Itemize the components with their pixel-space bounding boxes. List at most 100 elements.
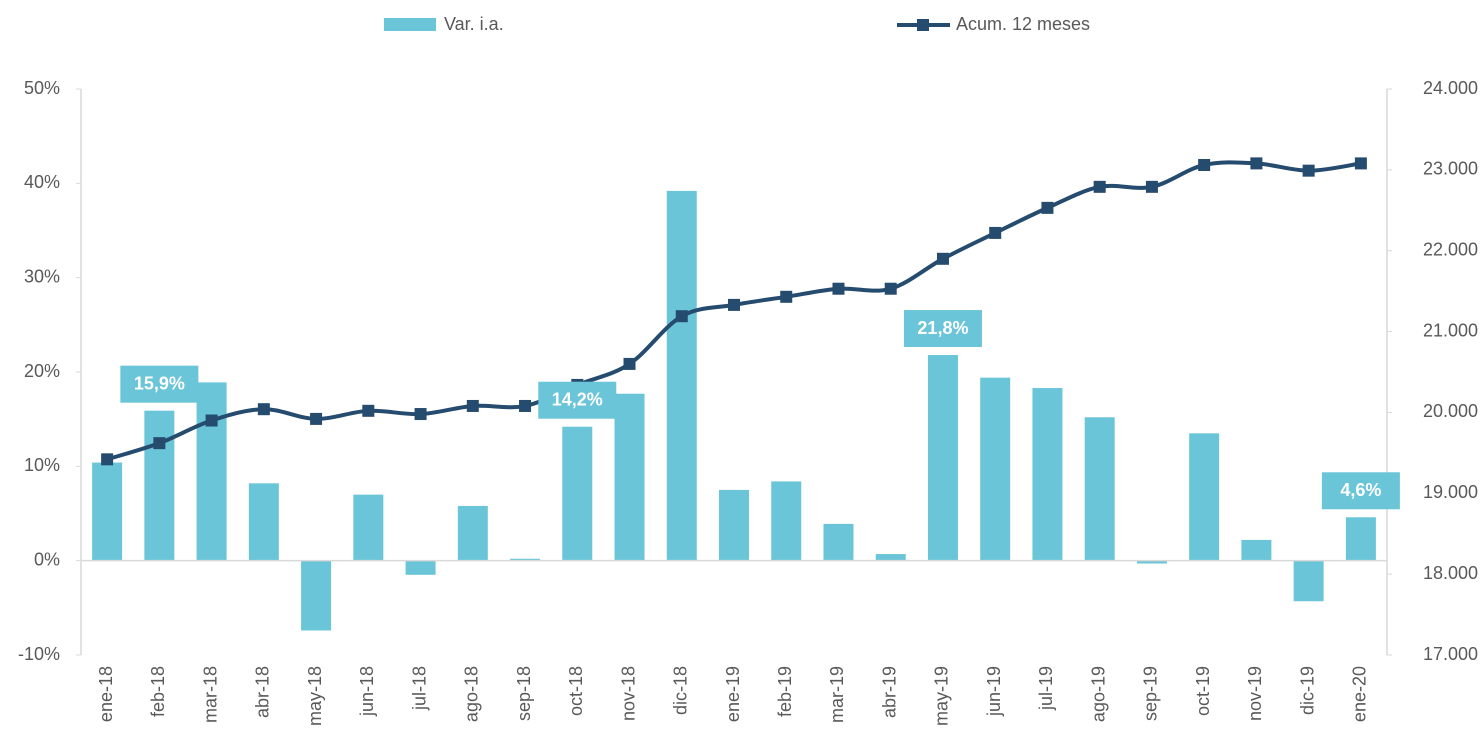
line-marker	[1041, 201, 1054, 214]
bar	[457, 505, 488, 561]
bar	[510, 558, 541, 561]
line-marker	[780, 290, 793, 303]
bar	[875, 554, 906, 561]
bar	[248, 483, 279, 561]
bar	[719, 489, 749, 561]
bar	[301, 560, 332, 631]
line-marker	[519, 399, 532, 412]
bar	[1032, 388, 1063, 561]
y-tick-label: -10%	[18, 644, 60, 664]
bar	[1136, 560, 1167, 564]
x-tick-label: oct-19	[1193, 666, 1213, 716]
line-marker	[936, 252, 949, 265]
line-marker	[1198, 159, 1211, 172]
x-tick-label: jun-18	[357, 666, 377, 717]
line-marker	[1250, 157, 1263, 170]
y-tick-label: 0%	[34, 549, 60, 569]
y2-tick-label: 20.000	[1423, 401, 1478, 421]
x-tick-label: may-18	[305, 666, 325, 726]
x-tick-label: abr-18	[253, 666, 273, 718]
value-label-box	[538, 381, 617, 419]
line-marker	[728, 298, 740, 311]
bar	[144, 410, 175, 561]
y2-tick-label: 21.000	[1423, 320, 1478, 340]
value-label-box	[903, 310, 982, 348]
line-marker	[466, 399, 479, 412]
legend-label: Acum. 12 meses	[956, 14, 1090, 34]
x-tick-label: jul-18	[409, 666, 429, 711]
y-tick-label: 10%	[24, 455, 60, 475]
bar	[980, 377, 1011, 561]
x-tick-label: ene-18	[96, 666, 116, 722]
bar	[823, 523, 854, 561]
y2-tick-label: 22.000	[1423, 239, 1478, 259]
y2-tick-label: 19.000	[1423, 482, 1478, 502]
x-tick-label: mar-18	[200, 666, 220, 723]
x-tick-label: sep-18	[514, 666, 534, 721]
x-tick-label: abr-19	[879, 666, 899, 718]
y2-tick-label: 17.000	[1423, 644, 1478, 664]
bar	[405, 560, 436, 575]
line-marker	[1302, 164, 1315, 177]
y-tick-label: 20%	[24, 361, 60, 381]
line-marker	[1354, 157, 1367, 170]
y-tick-label: 50%	[24, 78, 60, 98]
bar	[1189, 433, 1220, 561]
y2-tick-label: 24.000	[1423, 78, 1478, 98]
bar	[1345, 517, 1376, 561]
x-tick-label: nov-19	[1245, 666, 1265, 721]
value-label: 15,9%	[134, 373, 185, 393]
legend-marker	[917, 19, 929, 31]
x-tick-label: feb-18	[148, 666, 168, 717]
line-marker	[623, 357, 636, 370]
bar	[927, 355, 958, 561]
line-marker	[675, 310, 688, 323]
bar	[92, 462, 123, 561]
legend-swatch	[384, 18, 436, 31]
bar	[196, 382, 227, 561]
x-tick-label: jun-19	[984, 666, 1004, 717]
x-tick-label: dic-18	[671, 666, 691, 715]
x-tick-label: may-19	[932, 666, 952, 726]
line-marker	[989, 226, 1002, 239]
value-label: 14,2%	[552, 389, 603, 409]
x-tick-label: oct-18	[566, 666, 586, 716]
line-marker	[884, 282, 897, 295]
line-marker	[310, 412, 323, 425]
bar	[666, 190, 697, 561]
y2-tick-label: 23.000	[1423, 159, 1478, 179]
value-label-box	[120, 365, 199, 403]
x-tick-label: nov-18	[618, 666, 638, 721]
legend-label: Var. i.a.	[444, 14, 504, 34]
bar	[1293, 560, 1324, 602]
value-label: 4,6%	[1340, 480, 1381, 500]
x-tick-label: ene-20	[1350, 666, 1370, 722]
line-marker	[362, 404, 375, 417]
bar	[562, 426, 593, 561]
line-marker	[1145, 180, 1158, 193]
line-marker	[257, 403, 270, 416]
line-marker	[205, 414, 218, 427]
bar	[614, 393, 645, 561]
x-tick-label: ago-18	[462, 666, 482, 722]
y-tick-label: 30%	[24, 266, 60, 286]
x-tick-label: jul-19	[1036, 666, 1056, 711]
line-marker	[101, 453, 114, 466]
line-marker	[414, 408, 427, 421]
line-marker	[153, 437, 166, 450]
bar	[1084, 417, 1115, 561]
x-tick-label: feb-19	[775, 666, 795, 717]
x-tick-label: sep-19	[1141, 666, 1161, 721]
y-tick-label: 40%	[24, 172, 60, 192]
line-marker	[1093, 180, 1106, 193]
x-tick-label: mar-19	[827, 666, 847, 723]
value-label-box	[1321, 472, 1400, 510]
x-tick-label: ago-19	[1088, 666, 1108, 722]
x-tick-label: ene-19	[723, 666, 743, 722]
bar	[1241, 539, 1272, 561]
bar	[771, 481, 802, 561]
x-tick-label: dic-19	[1297, 666, 1317, 715]
bar	[353, 494, 384, 561]
